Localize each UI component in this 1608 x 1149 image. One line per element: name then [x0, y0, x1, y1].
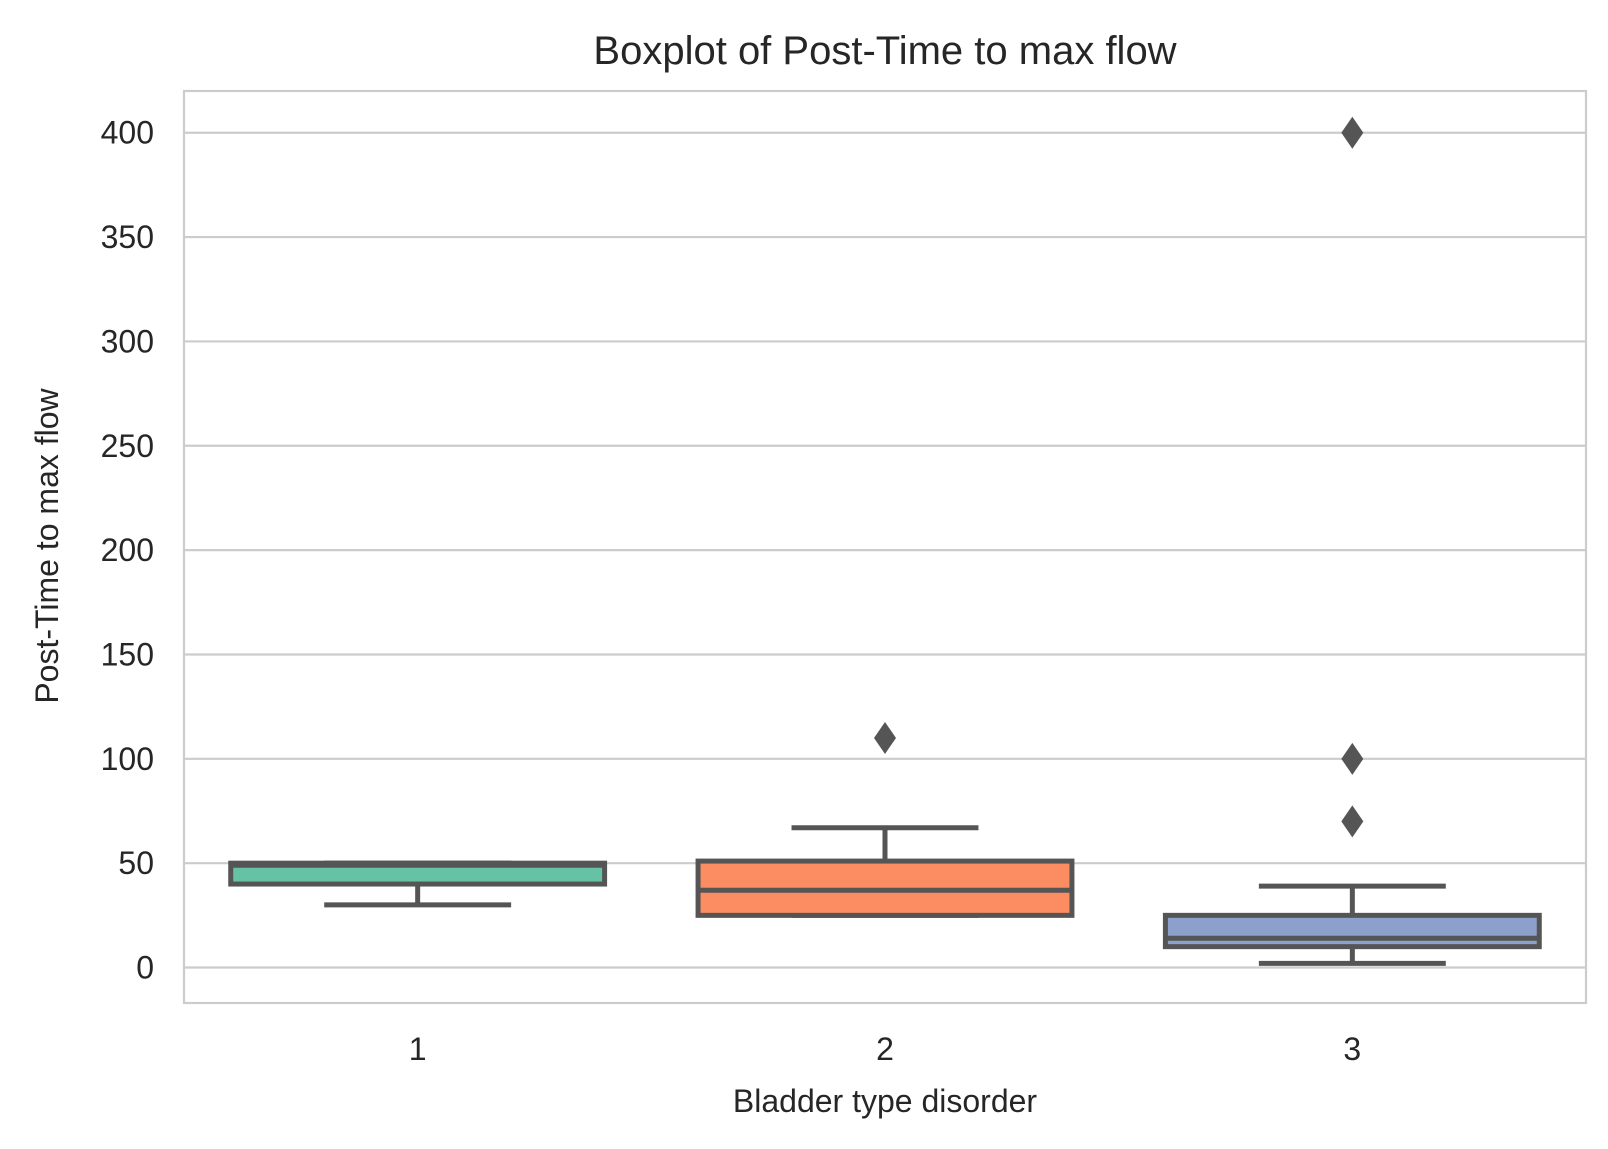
y-tick-label-250: 250	[101, 428, 154, 464]
outlier-3-400	[1341, 116, 1364, 149]
y-tick-label-50: 50	[118, 845, 154, 881]
x-tick-label-3: 3	[1343, 1031, 1361, 1067]
y-tick-label-150: 150	[101, 636, 154, 672]
outlier-2-110	[874, 721, 896, 754]
x-tick-label-1: 1	[409, 1031, 427, 1067]
y-tick-label-0: 0	[136, 950, 154, 986]
y-axis-label: Post-Time to max flow	[29, 387, 65, 703]
y-tick-label-350: 350	[101, 219, 154, 255]
y-tick-label-300: 300	[101, 323, 154, 359]
y-tick-label-200: 200	[101, 532, 154, 568]
outlier-3-70	[1341, 805, 1364, 838]
box-group-2	[695, 721, 1075, 918]
outlier-3-100	[1341, 742, 1364, 775]
y-tick-label-100: 100	[101, 741, 154, 777]
y-tick-labels: 0 50 100 150 200 250 300 350 400	[101, 115, 154, 986]
box-group-3	[1162, 116, 1542, 966]
plot-frame	[182, 89, 1588, 1005]
x-tick-labels: 1 2 3	[409, 1031, 1361, 1067]
x-tick-label-2: 2	[876, 1031, 894, 1067]
boxes	[228, 116, 1542, 966]
x-axis-label: Bladder type disorder	[733, 1083, 1038, 1119]
box-group-1	[228, 860, 608, 908]
y-tick-label-400: 400	[101, 115, 154, 151]
box-3	[1162, 912, 1542, 950]
chart-title: Boxplot of Post-Time to max flow	[593, 29, 1176, 73]
